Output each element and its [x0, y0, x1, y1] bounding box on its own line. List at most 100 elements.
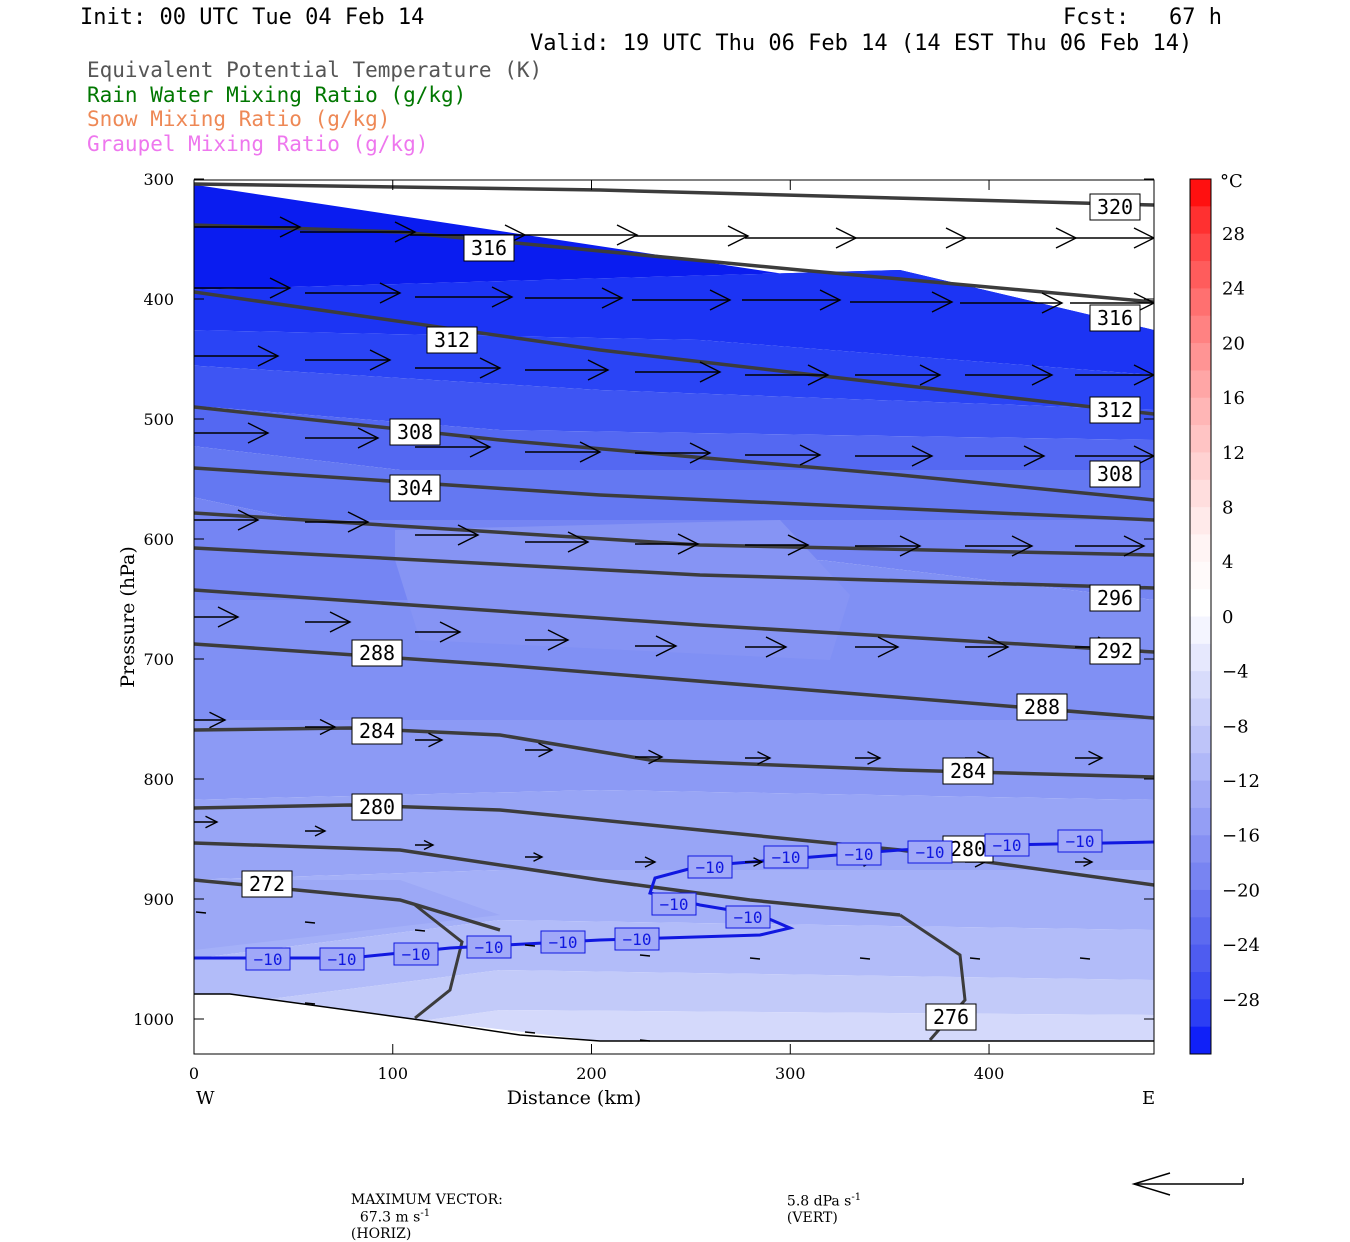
wind-vector-head [357, 427, 380, 449]
vert-exponent: -1 [851, 1192, 862, 1203]
colorbar-tick-label: 0 [1222, 607, 1233, 628]
horiz-tag: (HORIZ) [350, 1225, 412, 1242]
theta-e-contour [194, 182, 1154, 207]
wind-vector-head [807, 364, 830, 386]
isotherm-label: −10 [734, 908, 763, 927]
temperature-band [194, 446, 1154, 520]
wind-vector-head [439, 621, 462, 643]
wind-vector-head [479, 357, 502, 379]
theta-e-label-box [1089, 637, 1141, 665]
wind-vector-head [689, 442, 712, 464]
wind-vector-head [314, 825, 327, 837]
temperature-band [194, 920, 1154, 1009]
theta-e-label: 316 [471, 236, 507, 260]
wind-vector-head [379, 282, 402, 304]
isotherm-label: −10 [1066, 832, 1095, 851]
wind-vector-head [899, 535, 922, 557]
colorbar-segment [1190, 944, 1211, 973]
legend-graupel: Graupel Mixing Ratio (g/kg) [87, 132, 429, 156]
theta-e-contour [194, 466, 1154, 522]
x-end-label-west: W [196, 1088, 215, 1109]
wind-vector [1079, 957, 1091, 960]
isotherm-label: −10 [475, 938, 504, 957]
theta-e-label-box [389, 474, 441, 502]
wind-vector-head [1133, 227, 1154, 249]
theta-e-label: 280 [359, 795, 395, 819]
isotherm-label: −10 [660, 895, 689, 914]
wind-vector [969, 957, 981, 960]
colorbar-tick-label: 8 [1222, 498, 1233, 519]
theta-e-label-box [925, 1003, 977, 1031]
colorbar-tick-label: 24 [1222, 279, 1245, 300]
wind-vector-head [279, 216, 302, 238]
isotherm-label: −10 [993, 836, 1022, 855]
theta-e-label-box [389, 418, 441, 446]
wind-vector-head [787, 534, 810, 556]
theta-e-contour [194, 511, 1154, 557]
theta-e-label: 284 [950, 759, 986, 783]
wind-vector [639, 954, 651, 957]
wind-vector-head [347, 511, 370, 533]
colorbar-unit: °C [1220, 171, 1243, 192]
theta-e-contour [194, 841, 901, 917]
vert-value: 5.8 dPa s [786, 1193, 852, 1210]
wind-vector-head [1041, 292, 1064, 314]
theta-e-label-box [1089, 584, 1141, 612]
wind-vector-head [547, 629, 570, 651]
wind-vector-head [677, 533, 700, 555]
vert-tag: (VERT) [786, 1209, 838, 1226]
y-axis-label: Pressure (hPa) [117, 546, 139, 688]
colorbar-segment [1190, 315, 1211, 344]
isotherm-label-box [836, 842, 882, 866]
colorbar-segment [1190, 917, 1211, 946]
theta-e-label: 304 [397, 476, 433, 500]
wind-vector-head [1133, 292, 1154, 314]
colorbar-segment [1190, 452, 1211, 481]
temperature-band [395, 520, 850, 660]
footer-max-vector: MAXIMUM VECTOR: 67.3 m s-1 (HORIZ) [342, 1176, 503, 1242]
y-tick-label: 700 [143, 650, 174, 669]
wind-vector [304, 921, 316, 924]
theta-e-contour [194, 642, 1154, 720]
wind-vector-head [709, 289, 732, 311]
isotherm-label-box [466, 935, 512, 959]
x-tick-label: 200 [576, 1064, 607, 1083]
theta-e-contour [194, 290, 1154, 416]
isotherm-label-box [319, 947, 365, 971]
colorbar-tick-label: −16 [1222, 826, 1260, 847]
footer-vert: 5.8 dPa s-1 (VERT) [778, 1176, 861, 1226]
x-end-label-east: E [1142, 1088, 1155, 1109]
legend-theta-e: Equivalent Potential Temperature (K) [87, 58, 543, 82]
legend-snow: Snow Mixing Ratio (g/kg) [87, 107, 391, 131]
wind-vector-head [877, 636, 900, 658]
wind-vector-head [1133, 445, 1154, 467]
wind-vector-head [699, 361, 722, 383]
isotherm-label-box [245, 947, 291, 971]
colorbar-segment [1190, 370, 1211, 399]
wind-vector [524, 1031, 536, 1034]
isotherm-label: −10 [549, 933, 578, 952]
theta-e-contour [194, 726, 1154, 779]
wind-vector-head [567, 531, 590, 553]
theta-e-label-box [1089, 396, 1141, 424]
colorbar-segment [1190, 233, 1211, 262]
wind-vector-head [469, 436, 492, 458]
isotherm-label: −10 [916, 843, 945, 862]
wind-vector-head [491, 286, 514, 308]
wind-vector-head [538, 742, 554, 758]
isotherm-label-box [907, 840, 953, 864]
isotherm-label-box [687, 855, 733, 879]
isotherm-label-box [614, 927, 660, 951]
colorbar-segment [1190, 780, 1211, 809]
theta-e-contour [414, 903, 464, 1020]
colorbar-segment [1190, 616, 1211, 645]
colorbar-segment [1190, 288, 1211, 317]
isotherm-label-box [651, 892, 697, 916]
theta-e-label: 288 [1024, 695, 1060, 719]
theta-e-label: 320 [1097, 195, 1133, 219]
wind-vector [195, 911, 207, 914]
colorbar-tick-label: −12 [1222, 771, 1260, 792]
colorbar-segment [1190, 725, 1211, 754]
wind-vector [304, 1002, 316, 1005]
